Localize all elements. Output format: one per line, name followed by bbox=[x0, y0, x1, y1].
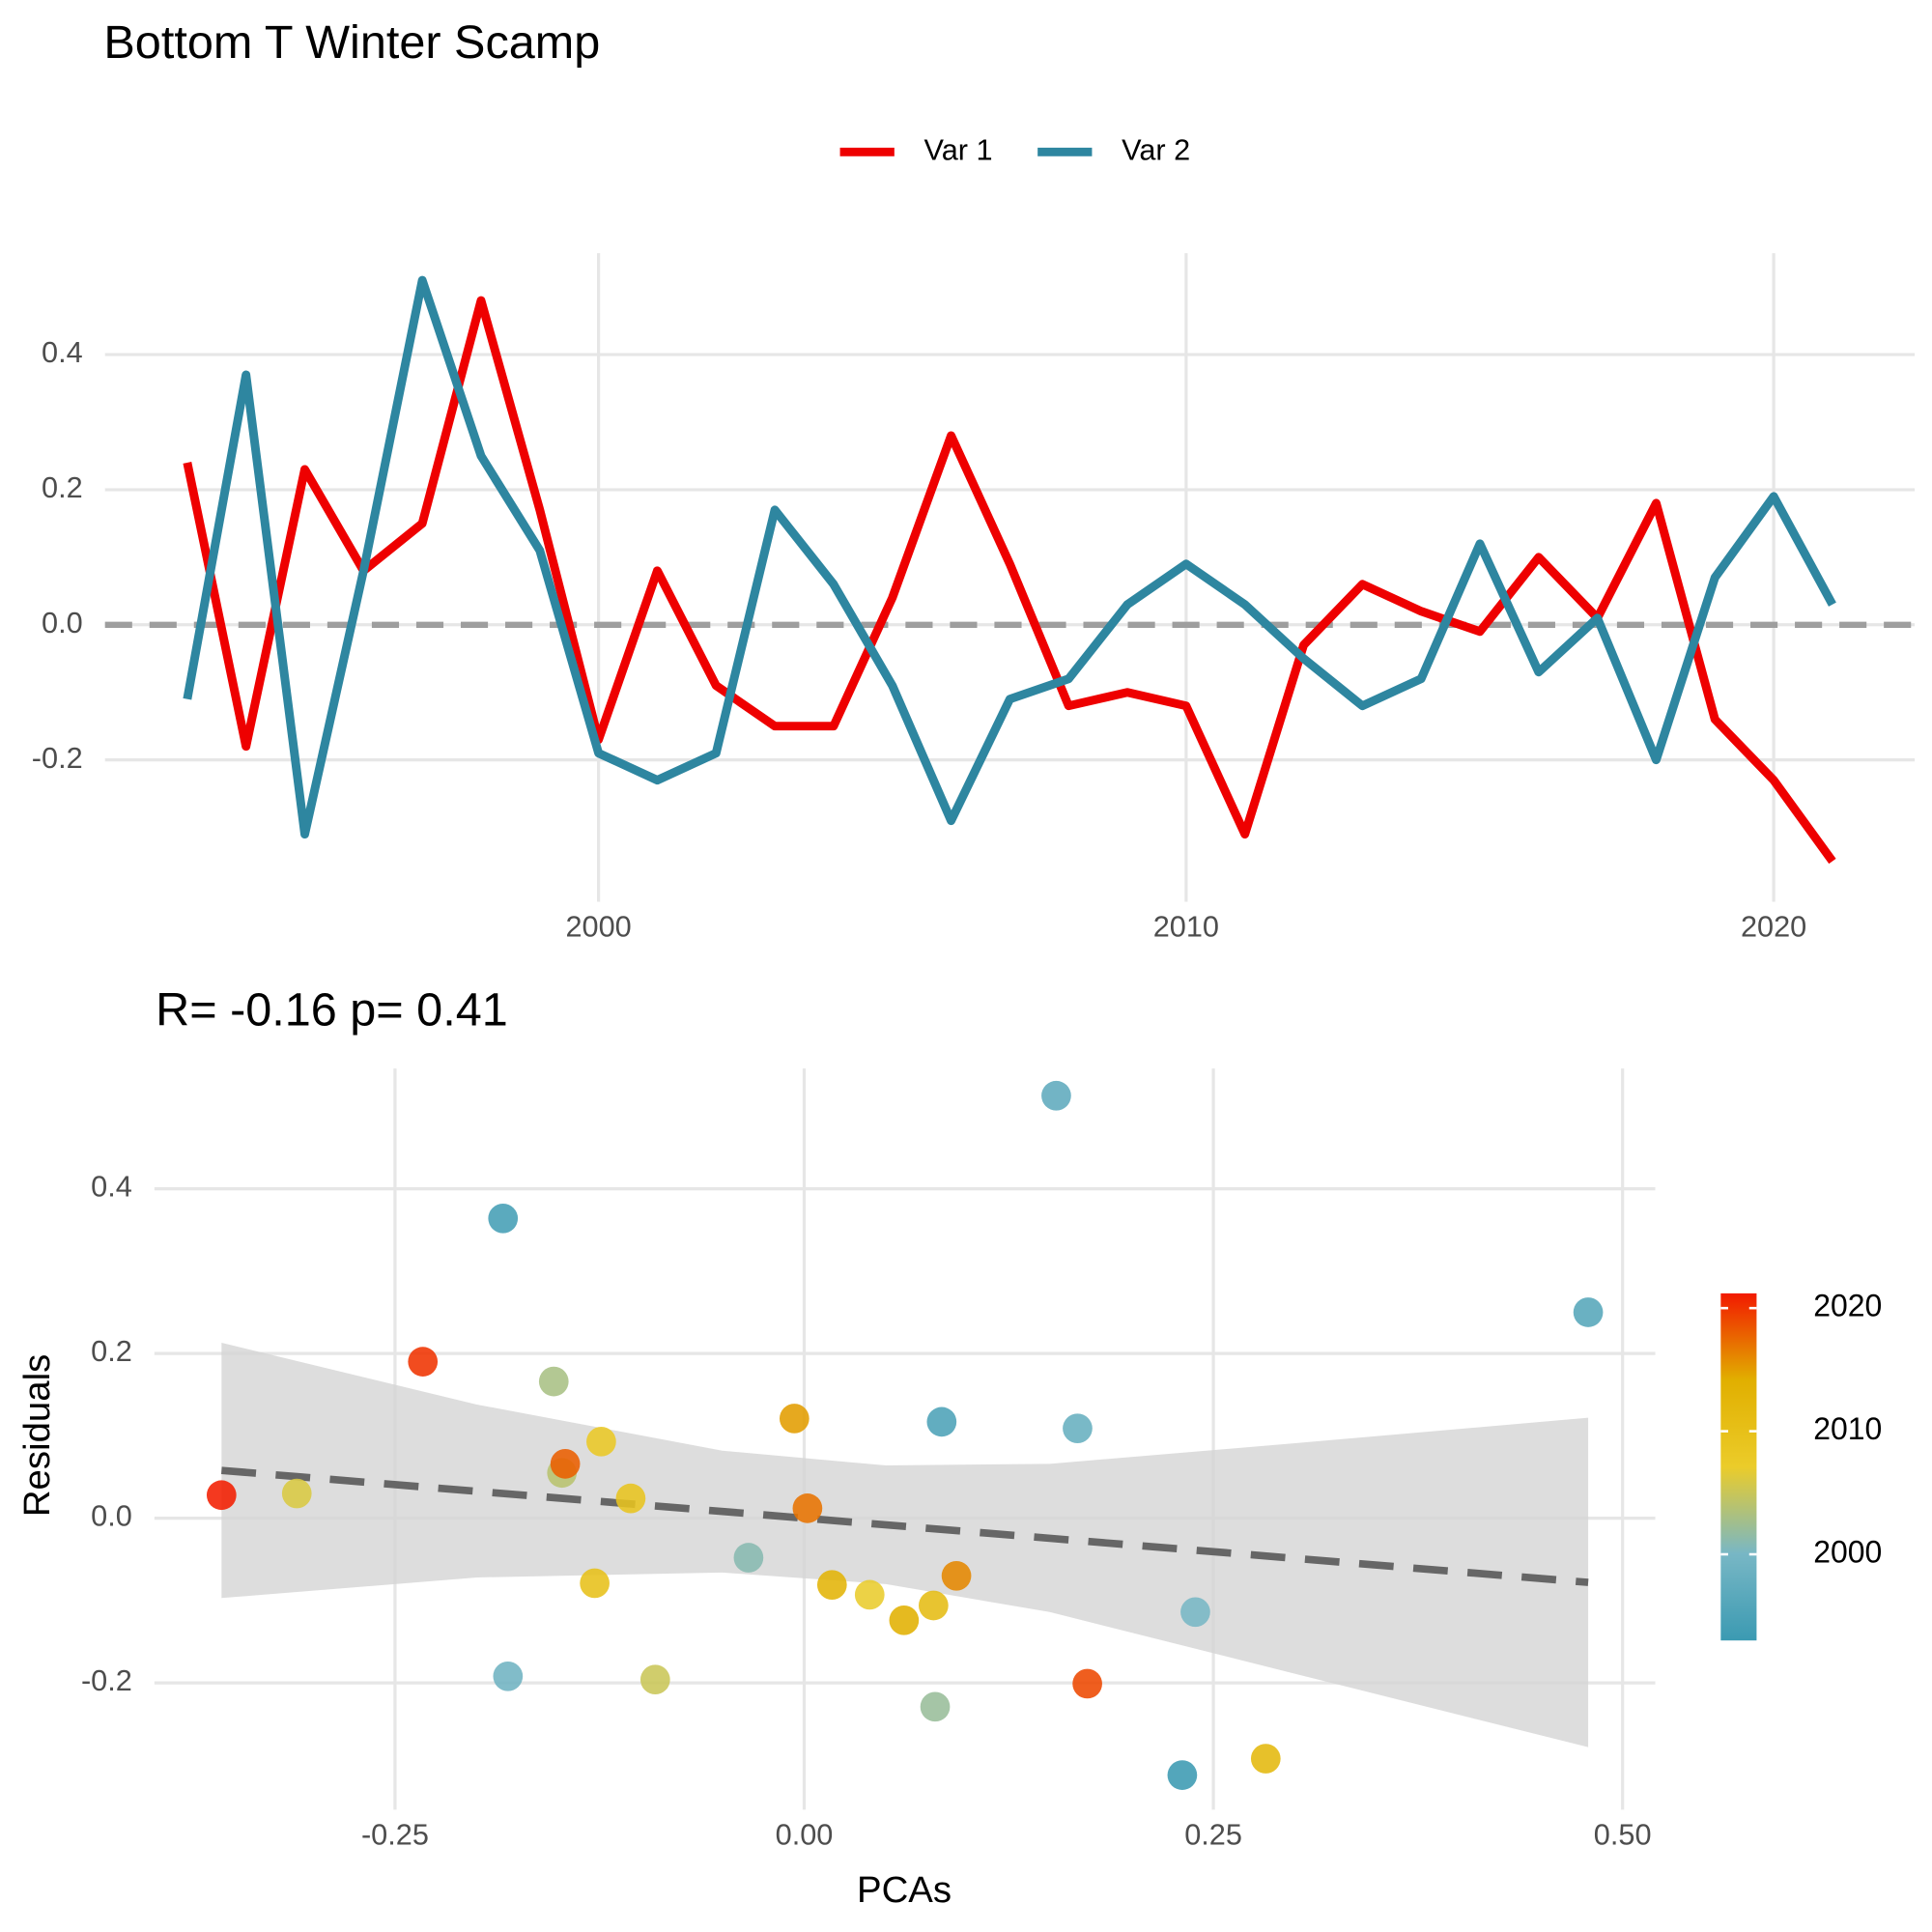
chart-title: R= -0.16 p= 0.41 bbox=[156, 983, 508, 1036]
x-tick-label: 2000 bbox=[565, 910, 631, 944]
y-tick-label: 0.4 bbox=[91, 1170, 132, 1204]
legend-label: Var 2 bbox=[1122, 132, 1190, 166]
x-axis-label: PCAs bbox=[857, 1869, 952, 1911]
point bbox=[1573, 1297, 1604, 1327]
point bbox=[792, 1493, 823, 1523]
point bbox=[889, 1605, 920, 1635]
x-tick-label: 2020 bbox=[1741, 910, 1806, 944]
y-axis-label: Residuals bbox=[16, 1354, 58, 1517]
point bbox=[639, 1664, 670, 1695]
point bbox=[1180, 1597, 1210, 1628]
colorbar-label: 2020 bbox=[1813, 1289, 1882, 1323]
y-tick-label: 0.2 bbox=[42, 470, 83, 504]
point bbox=[550, 1449, 581, 1479]
point bbox=[854, 1579, 885, 1610]
point bbox=[920, 1691, 951, 1722]
data-line bbox=[183, 275, 1836, 839]
y-tick-label: 0.0 bbox=[91, 1499, 132, 1533]
point bbox=[779, 1404, 810, 1434]
y-tick-label: -0.2 bbox=[32, 741, 83, 775]
point bbox=[926, 1406, 957, 1437]
point bbox=[1167, 1760, 1198, 1790]
y-tick-label: 0.0 bbox=[42, 606, 83, 639]
chart-title: Bottom T Winter Scamp bbox=[103, 16, 600, 69]
colorbar-label: 2010 bbox=[1813, 1411, 1882, 1446]
x-tick-label: 0.50 bbox=[1594, 1818, 1652, 1852]
point bbox=[580, 1568, 610, 1599]
legend-label: Var 1 bbox=[924, 132, 993, 166]
point bbox=[493, 1661, 524, 1691]
data-line bbox=[183, 296, 1836, 865]
fit-line bbox=[221, 1466, 1589, 1586]
point bbox=[538, 1366, 569, 1397]
point bbox=[408, 1347, 439, 1377]
point bbox=[941, 1560, 972, 1591]
x-tick-label: 0.25 bbox=[1184, 1818, 1242, 1852]
point bbox=[1041, 1080, 1071, 1111]
point bbox=[816, 1570, 847, 1601]
colorbar bbox=[1720, 1293, 1757, 1641]
point bbox=[919, 1590, 949, 1621]
colorbar-label: 2000 bbox=[1813, 1534, 1882, 1569]
point bbox=[281, 1478, 312, 1509]
point bbox=[1250, 1744, 1281, 1774]
point bbox=[1063, 1413, 1093, 1444]
point bbox=[1072, 1668, 1102, 1699]
y-tick-label: 0.4 bbox=[42, 335, 83, 369]
point bbox=[615, 1483, 646, 1514]
x-tick-label: -0.25 bbox=[361, 1818, 429, 1852]
x-tick-label: 0.00 bbox=[776, 1818, 834, 1852]
x-tick-label: 2010 bbox=[1153, 910, 1219, 944]
point bbox=[586, 1426, 616, 1457]
point bbox=[488, 1203, 519, 1234]
point bbox=[733, 1543, 764, 1573]
y-tick-label: 0.2 bbox=[91, 1334, 132, 1368]
y-tick-label: -0.2 bbox=[81, 1663, 132, 1697]
confidence-band bbox=[221, 1343, 1589, 1747]
point bbox=[206, 1480, 237, 1511]
